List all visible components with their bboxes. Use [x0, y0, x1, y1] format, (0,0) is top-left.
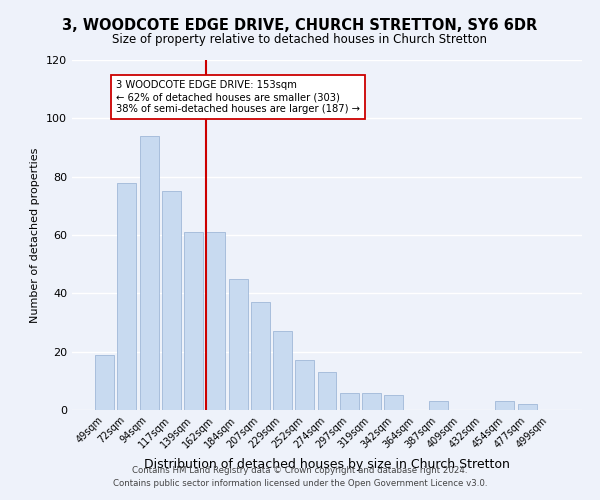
Bar [229, 279, 248, 410]
Text: Size of property relative to detached houses in Church Stretton: Size of property relative to detached ho… [113, 32, 487, 46]
Bar [362, 392, 381, 410]
Bar [95, 354, 114, 410]
Bar [429, 401, 448, 410]
Bar [340, 392, 359, 410]
Text: 3 WOODCOTE EDGE DRIVE: 153sqm
← 62% of detached houses are smaller (303)
38% of : 3 WOODCOTE EDGE DRIVE: 153sqm ← 62% of d… [116, 80, 360, 114]
X-axis label: Distribution of detached houses by size in Church Stretton: Distribution of detached houses by size … [144, 458, 510, 471]
Bar [384, 396, 403, 410]
Bar [118, 182, 136, 410]
Text: 3, WOODCOTE EDGE DRIVE, CHURCH STRETTON, SY6 6DR: 3, WOODCOTE EDGE DRIVE, CHURCH STRETTON,… [62, 18, 538, 32]
Y-axis label: Number of detached properties: Number of detached properties [31, 148, 40, 322]
Bar [206, 232, 225, 410]
Bar [496, 401, 514, 410]
Bar [184, 232, 203, 410]
Bar [295, 360, 314, 410]
Bar [140, 136, 158, 410]
Text: Contains HM Land Registry data © Crown copyright and database right 2024.
Contai: Contains HM Land Registry data © Crown c… [113, 466, 487, 487]
Bar [273, 331, 292, 410]
Bar [317, 372, 337, 410]
Bar [518, 404, 536, 410]
Bar [251, 302, 270, 410]
Bar [162, 192, 181, 410]
